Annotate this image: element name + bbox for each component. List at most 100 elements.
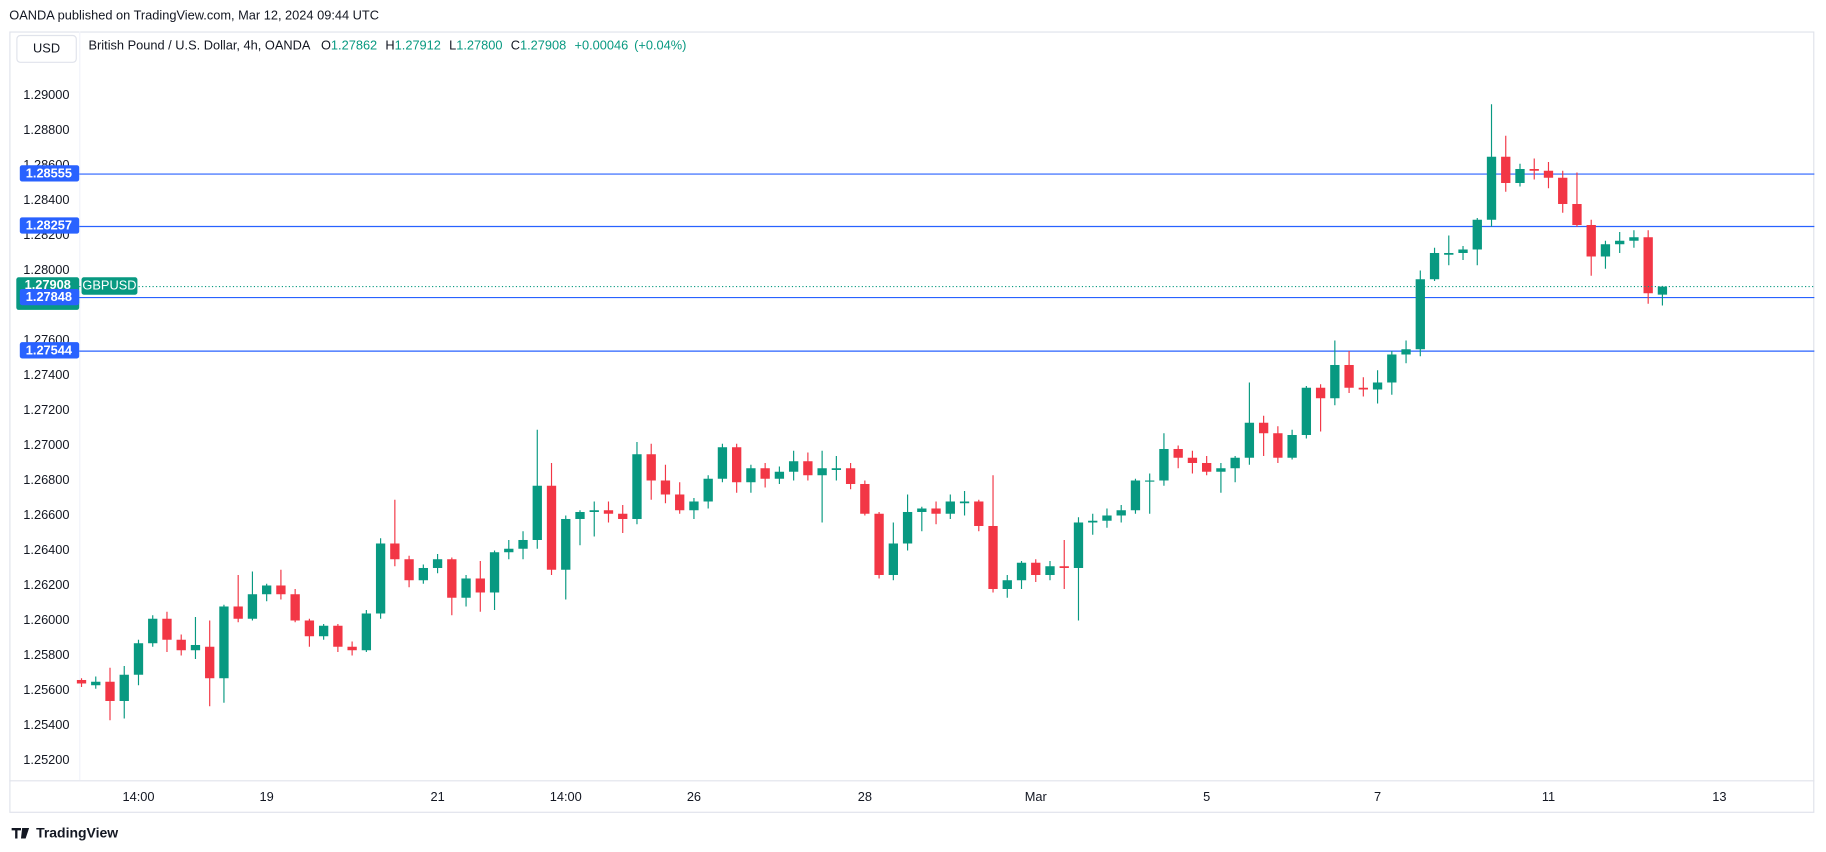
candle-body [76, 679, 87, 684]
candle-body [247, 594, 258, 619]
candle-body [675, 494, 685, 511]
candle-body [1116, 510, 1126, 516]
candle-body [618, 513, 628, 519]
candle-body [1130, 480, 1141, 511]
candle-body [1273, 433, 1283, 458]
legend-h-label: H [385, 38, 394, 53]
candle-body [689, 501, 699, 511]
candle-body [860, 483, 870, 514]
x-tick-label: 5 [1203, 789, 1210, 804]
currency-label[interactable]: USD [33, 40, 60, 55]
legend: British Pound / U.S. Dollar, 4h, OANDA O… [89, 38, 687, 53]
candle-body [133, 643, 144, 675]
level-badge [19, 217, 80, 234]
candle-body [1002, 580, 1012, 589]
candle-body [1173, 448, 1183, 458]
candle-body [1600, 244, 1611, 257]
candle-body [333, 625, 343, 647]
candle-body [803, 461, 813, 476]
candle-body [774, 471, 785, 479]
candle-body [290, 594, 300, 621]
x-tick-label: 11 [1542, 789, 1555, 804]
candle-body [1401, 349, 1411, 355]
candle-body [1444, 252, 1454, 255]
y-tick-label: 1.28000 [23, 262, 69, 277]
candle-body [418, 567, 428, 581]
candle-body [375, 543, 386, 614]
chart-frame [9, 31, 1815, 813]
candle-body [917, 508, 927, 512]
candle-body [447, 559, 457, 598]
level-label: 1.27848 [26, 289, 72, 304]
candle-body [1187, 457, 1198, 463]
candle-body [1629, 237, 1639, 241]
candle-body [1031, 562, 1041, 575]
candle-body [1558, 177, 1568, 204]
candle-body [959, 501, 970, 504]
y-tick-label: 1.27000 [23, 437, 69, 452]
level-label: 1.27544 [26, 342, 73, 357]
y-tick-label: 1.26200 [23, 577, 69, 592]
x-tick-label: 7 [1374, 789, 1381, 804]
x-tick-label: 28 [858, 789, 872, 804]
x-tick-label: 21 [430, 789, 444, 804]
candle-body [205, 646, 215, 679]
candle-body [646, 454, 656, 481]
candle-body [489, 552, 500, 593]
candle-body [1330, 364, 1340, 399]
footer-brand: TradingView [36, 825, 118, 841]
candle-body [974, 501, 984, 526]
candle-body [1572, 203, 1582, 225]
candle-body [176, 639, 186, 651]
candle-body [518, 539, 528, 549]
candle-body [1486, 156, 1497, 220]
x-tick-label: 19 [260, 789, 274, 804]
legend-c: 1.27908 [520, 38, 566, 53]
legend-h: 1.27912 [395, 38, 441, 53]
candle-body [461, 578, 471, 598]
candle-body [546, 485, 557, 570]
candle-body [575, 511, 585, 519]
logo [11, 828, 30, 839]
candle-body [91, 681, 101, 686]
candle-body [1615, 240, 1625, 245]
level-badge [19, 165, 80, 182]
level-badge [19, 288, 80, 306]
candle-body [1016, 562, 1027, 581]
symbol-badge [81, 277, 138, 295]
last-price-label: 1.27908 [25, 277, 71, 292]
y-tick-label: 1.26800 [23, 472, 69, 487]
candle-body [1657, 286, 1668, 295]
candle-body [817, 468, 827, 476]
candle-body [219, 606, 229, 679]
candle-body [475, 578, 485, 593]
candle-body [347, 646, 357, 651]
candle-body [432, 559, 443, 568]
candle-body [1145, 480, 1155, 482]
y-tick-label: 1.25800 [23, 647, 69, 662]
candle-body [190, 644, 201, 651]
currency-box[interactable] [16, 34, 77, 63]
candle-body [831, 468, 842, 470]
candle-body [1387, 354, 1397, 383]
candle-body [504, 548, 514, 553]
candle-body [888, 543, 898, 575]
y-tick-label: 1.28800 [23, 122, 69, 137]
candle-body [1244, 422, 1255, 458]
candle-body [304, 620, 315, 637]
candle-body [1429, 252, 1440, 280]
candle-body [119, 674, 129, 701]
candle-body [1159, 448, 1169, 481]
candle-body [1287, 434, 1297, 458]
legend-change: +0.00046 [574, 38, 628, 53]
x-tick-label: 14:00 [550, 789, 582, 804]
candle-body [589, 510, 599, 512]
publisher-line: OANDA published on TradingView.com, Mar … [9, 8, 379, 23]
candle-body [1216, 468, 1226, 472]
candle-body [1372, 382, 1383, 390]
candle-body [404, 559, 414, 581]
level-label: 1.28555 [26, 165, 72, 180]
candle-body [276, 585, 286, 595]
candle-body [162, 618, 172, 640]
